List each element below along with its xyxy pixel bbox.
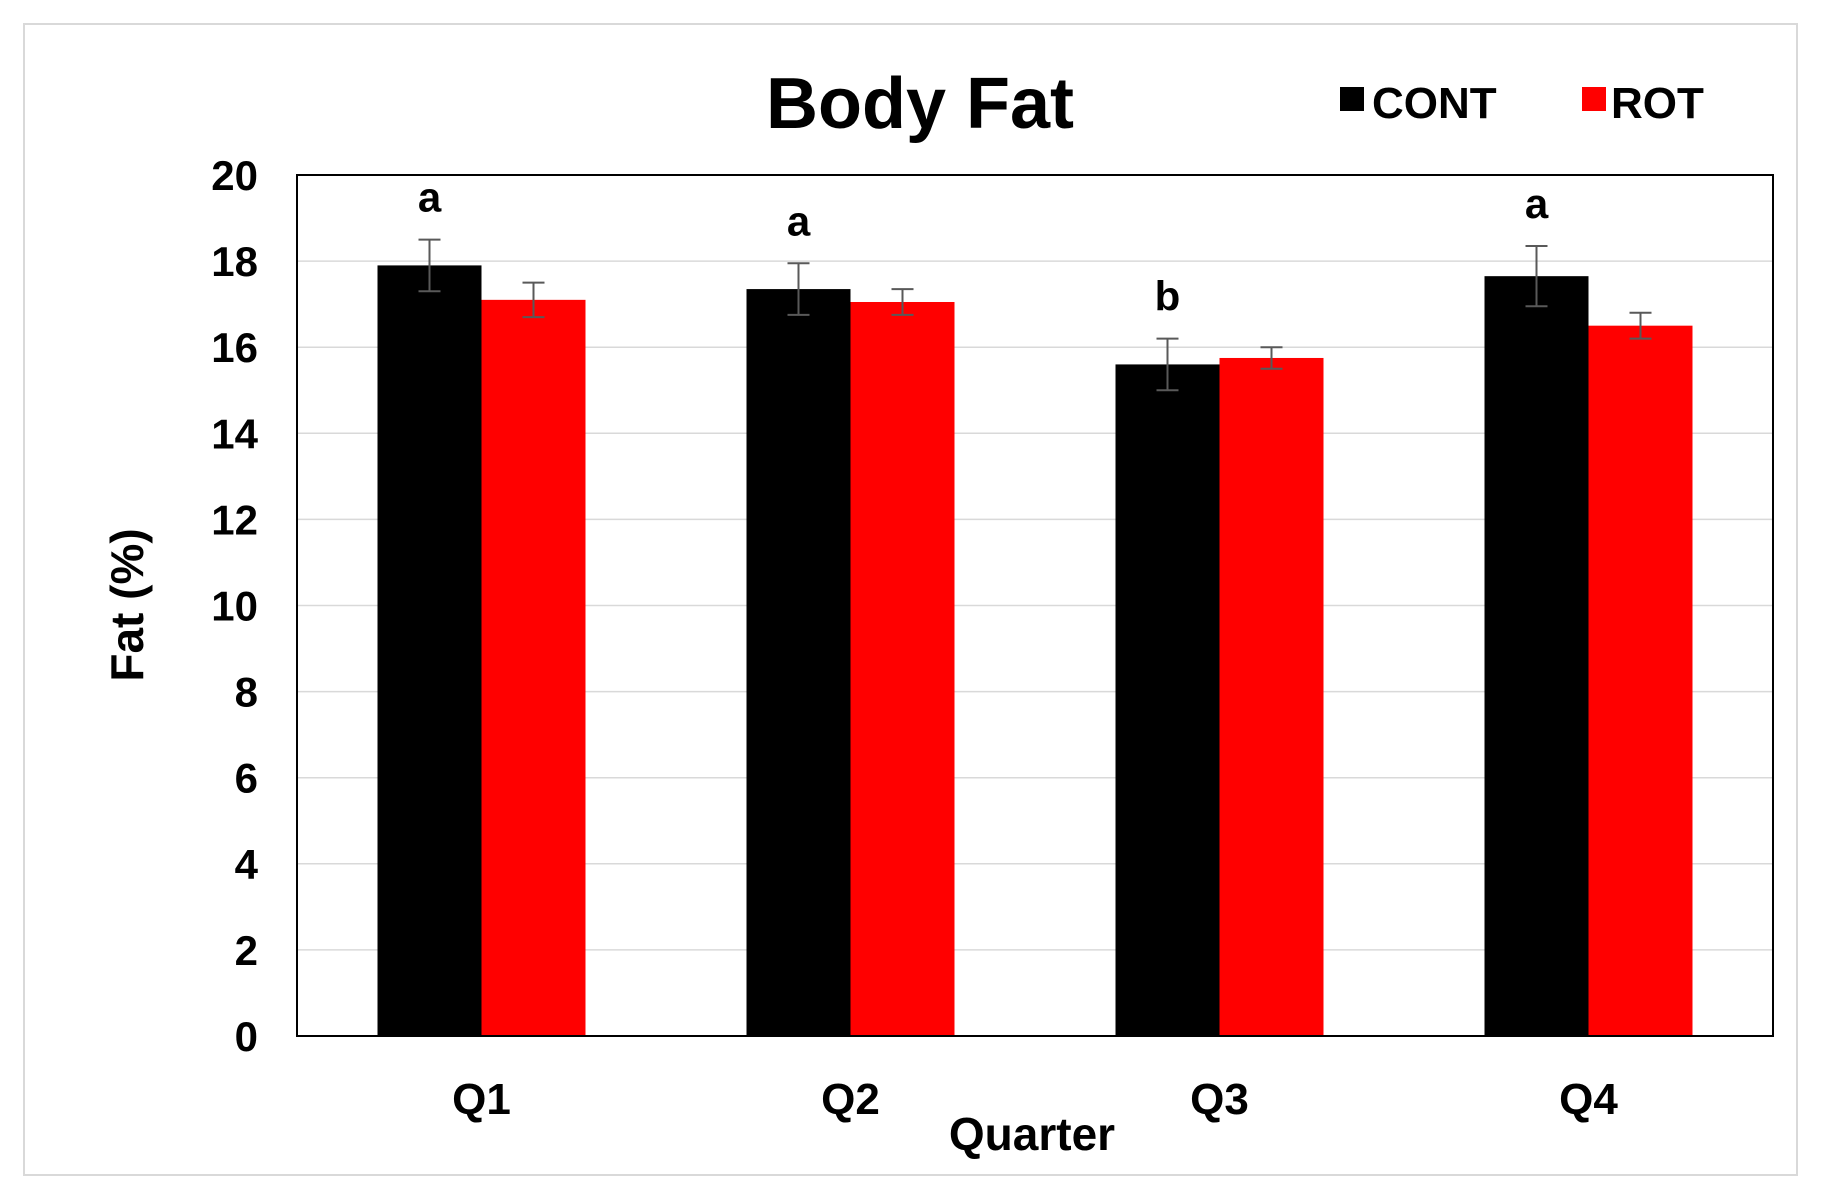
- error-bar-cont-q3: [1156, 337, 1179, 392]
- legend-item-cont: CONT: [1340, 79, 1497, 128]
- error-bar-rot-q3: [1260, 346, 1283, 370]
- x-tick-label-q4: Q4: [1559, 1075, 1618, 1124]
- legend-label-cont: CONT: [1372, 79, 1497, 128]
- x-tick-label-q3: Q3: [1190, 1075, 1249, 1124]
- significance-letter-q4: a: [1525, 180, 1549, 227]
- y-tick-label: 18: [211, 238, 258, 285]
- y-tick-label: 8: [235, 669, 258, 716]
- error-bar-rot-q2: [891, 288, 914, 316]
- y-tick-label: 10: [211, 583, 258, 630]
- error-bars: [418, 238, 1652, 392]
- error-bar-cont-q4: [1525, 245, 1548, 308]
- bar-rot-q4: [1588, 325, 1693, 1036]
- y-tick-labels: 0 2 4 6 8 10 12 14 16 18 20: [211, 152, 258, 1060]
- x-axis-label: Quarter: [949, 1108, 1115, 1160]
- error-bar-rot-q1: [522, 281, 545, 319]
- bar-cont-q1: [377, 265, 482, 1036]
- y-tick-label: 6: [235, 755, 258, 802]
- x-tick-labels: Q1 Q2 Q3 Q4: [452, 1075, 1618, 1124]
- x-tick-label-q1: Q1: [452, 1075, 511, 1124]
- y-tick-label: 0: [235, 1013, 258, 1060]
- significance-letter-q1: a: [418, 174, 442, 221]
- bar-cont-q2: [746, 289, 851, 1036]
- bar-rot-q1: [481, 299, 586, 1037]
- error-bar-cont-q2: [787, 262, 810, 316]
- y-tick-label: 12: [211, 496, 258, 543]
- error-bar-rot-q4: [1629, 311, 1652, 340]
- y-tick-label: 20: [211, 152, 258, 199]
- plot-area-border: [296, 174, 1774, 1037]
- legend: CONT ROT: [1340, 79, 1704, 128]
- chart-title: Body Fat: [766, 64, 1074, 144]
- significance-letter-q2: a: [787, 197, 811, 244]
- y-tick-label: 14: [211, 410, 258, 457]
- significance-letters: a a b a: [418, 174, 1549, 320]
- bar-cont-q3: [1115, 364, 1220, 1036]
- y-tick-label: 4: [235, 841, 259, 888]
- legend-label-rot: ROT: [1611, 79, 1704, 128]
- error-bar-cont-q1: [418, 238, 441, 293]
- y-tick-label: 16: [211, 324, 258, 371]
- legend-item-rot: ROT: [1582, 79, 1704, 128]
- y-axis-label: Fat (%): [101, 528, 153, 681]
- bars: [377, 265, 1693, 1037]
- bar-rot-q3: [1219, 357, 1324, 1036]
- bar-cont-q4: [1484, 276, 1589, 1037]
- bar-rot-q2: [850, 301, 955, 1036]
- legend-swatch-rot: [1582, 87, 1606, 111]
- y-tick-label: 2: [235, 927, 258, 974]
- x-tick-label-q2: Q2: [821, 1075, 880, 1124]
- significance-letter-q3: b: [1155, 273, 1181, 320]
- legend-swatch-cont: [1340, 87, 1364, 111]
